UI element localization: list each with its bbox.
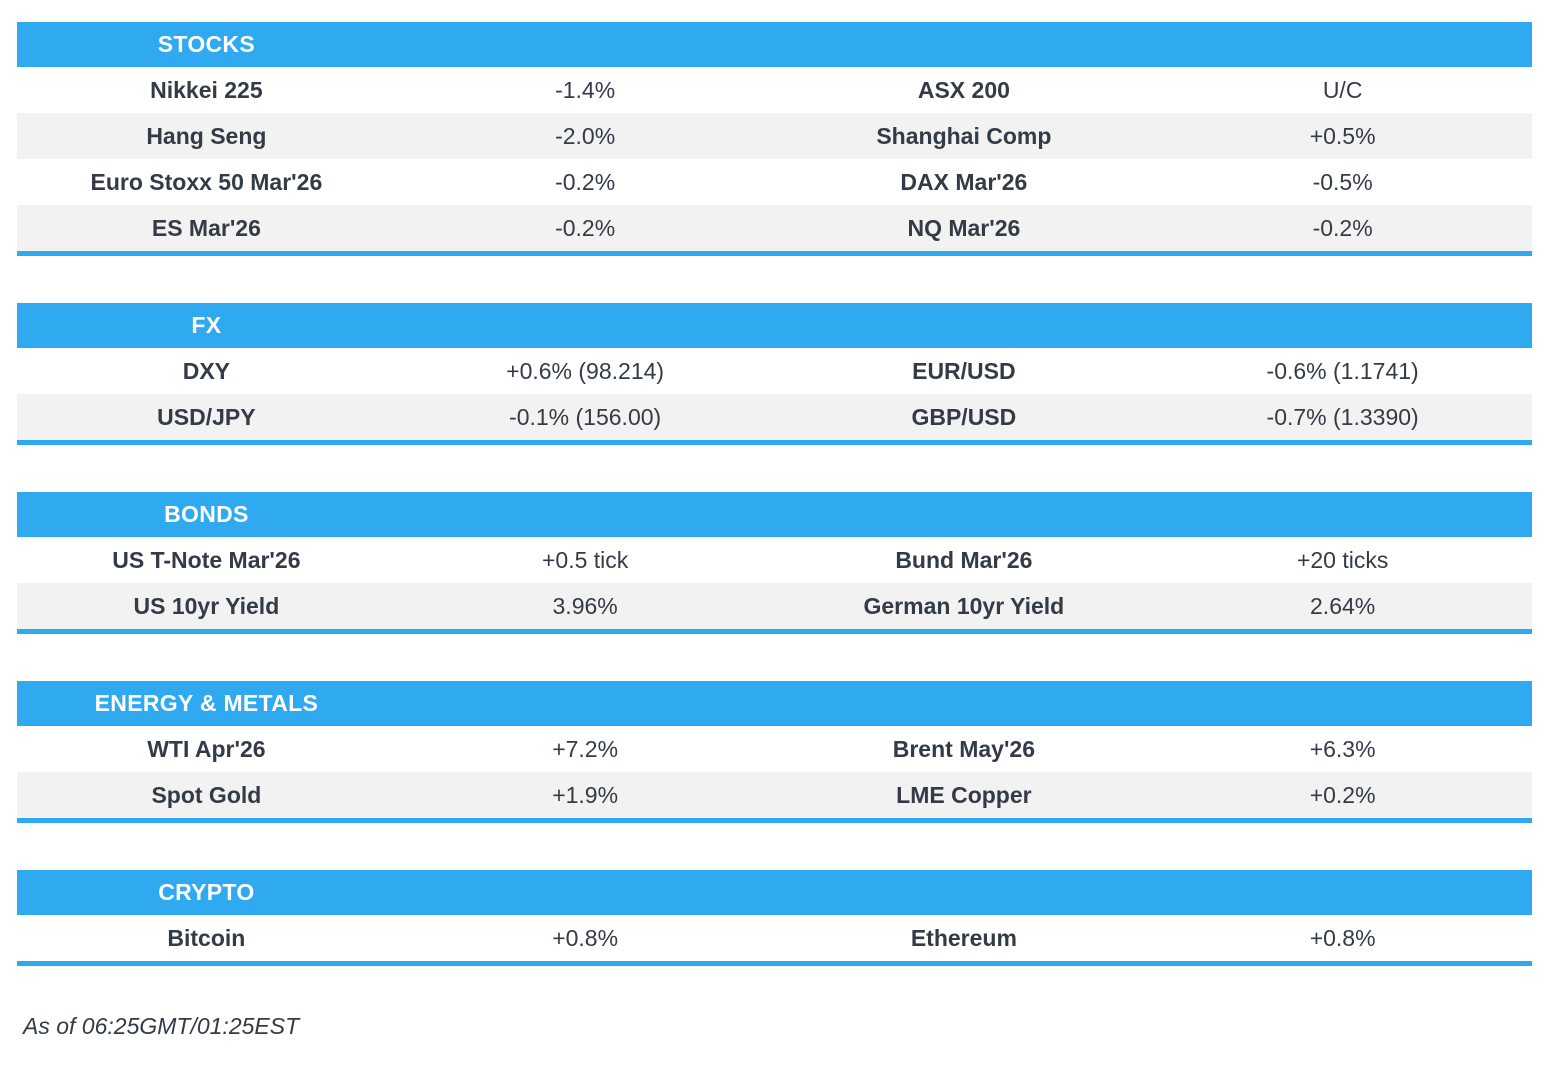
market-row: USD/JPY -0.1% (156.00) GBP/USD -0.7% (1.339… xyxy=(17,394,1532,440)
instrument-change: +6.3% xyxy=(1309,735,1376,762)
instrument-change: -0.2% xyxy=(555,214,616,241)
instrument-change: +0.8% xyxy=(1309,924,1376,951)
instrument-change: -1.4% xyxy=(555,76,616,103)
instrument-change: 3.96% xyxy=(552,592,618,619)
section-title: FX xyxy=(191,312,222,338)
instrument-change: -0.1% (156.00) xyxy=(509,403,662,430)
instrument-change: -2.0% xyxy=(555,122,616,149)
instrument-name: Hang Seng xyxy=(146,122,267,149)
section-title: CRYPTO xyxy=(158,879,255,905)
market-row: US T-Note Mar'26 +0.5 tick Bund Mar'26 +20 … xyxy=(17,537,1532,583)
section-crypto: CRYPTO Bitcoin +0.8% Ethereum +0.8% xyxy=(17,870,1532,966)
market-summary: STOCKS Nikkei 225 -1.4% ASX 200 U/C Hang Seng… xyxy=(17,22,1532,966)
market-row: WTI Apr'26 +7.2% Brent May'26 +6.3% xyxy=(17,726,1532,772)
instrument-name: DXY xyxy=(182,357,231,384)
instrument-name: ASX 200 xyxy=(917,76,1010,103)
market-row: Spot Gold +1.9% LME Copper +0.2% xyxy=(17,772,1532,818)
instrument-name: Nikkei 225 xyxy=(150,76,263,103)
section-header: BONDS xyxy=(17,492,1532,537)
instrument-change: +0.8% xyxy=(552,924,619,951)
market-row: Hang Seng -2.0% Shanghai Comp +0.5% xyxy=(17,113,1532,159)
instrument-name: ES Mar'26 xyxy=(151,214,261,241)
instrument-change: 2.64% xyxy=(1310,592,1376,619)
instrument-change: -0.5% xyxy=(1312,168,1373,195)
instrument-change: +0.5 tick xyxy=(541,546,629,573)
instrument-change: -0.2% xyxy=(555,168,616,195)
instrument-change: +0.2% xyxy=(1309,781,1376,808)
market-row: Euro Stoxx 50 Mar'26 -0.2% DAX Mar'26 -0.5% xyxy=(17,159,1532,205)
section-energy-metals: ENERGY & METALS WTI Apr'26 +7.2% Brent May'… xyxy=(17,681,1532,823)
instrument-change: +7.2% xyxy=(552,735,619,762)
section-header: CRYPTO xyxy=(17,870,1532,915)
instrument-name: US T-Note Mar'26 xyxy=(112,546,301,573)
section-title: ENERGY & METALS xyxy=(94,690,319,716)
instrument-change: +0.5% xyxy=(1309,122,1376,149)
market-row: Bitcoin +0.8% Ethereum +0.8% xyxy=(17,915,1532,961)
section-header: ENERGY & METALS xyxy=(17,681,1532,726)
instrument-change: -0.7% (1.3390) xyxy=(1266,403,1419,430)
market-row: DXY +0.6% (98.214) EUR/USD -0.6% (1.1741) xyxy=(17,348,1532,394)
instrument-name: EUR/USD xyxy=(912,357,1016,384)
market-row: ES Mar'26 -0.2% NQ Mar'26 -0.2% xyxy=(17,205,1532,251)
instrument-name: Ethereum xyxy=(910,924,1017,951)
instrument-name: German 10yr Yield xyxy=(863,592,1065,619)
instrument-change: +1.9% xyxy=(552,781,619,808)
section-header: FX xyxy=(17,303,1532,348)
section-title: STOCKS xyxy=(157,31,255,57)
instrument-name: US 10yr Yield xyxy=(133,592,280,619)
market-row: US 10yr Yield 3.96% German 10yr Yield 2.64% xyxy=(17,583,1532,629)
market-row: Nikkei 225 -1.4% ASX 200 U/C xyxy=(17,67,1532,113)
instrument-name: GBP/USD xyxy=(911,403,1017,430)
instrument-change: -0.2% xyxy=(1312,214,1373,241)
section-title: BONDS xyxy=(164,501,249,527)
section-bonds: BONDS US T-Note Mar'26 +0.5 tick Bund Mar'2… xyxy=(17,492,1532,634)
instrument-name: USD/JPY xyxy=(157,403,256,430)
instrument-change: +20 ticks xyxy=(1296,546,1389,573)
instrument-change: U/C xyxy=(1322,76,1363,103)
instrument-change: +0.6% (98.214) xyxy=(506,357,665,384)
instrument-change: -0.6% (1.1741) xyxy=(1266,357,1419,384)
instrument-name: NQ Mar'26 xyxy=(907,214,1021,241)
instrument-name: Bitcoin xyxy=(167,924,246,951)
instrument-name: Spot Gold xyxy=(151,781,262,808)
instrument-name: WTI Apr'26 xyxy=(147,735,266,762)
instrument-name: Shanghai Comp xyxy=(876,122,1052,149)
instrument-name: LME Copper xyxy=(896,781,1032,808)
instrument-name: Brent May'26 xyxy=(892,735,1035,762)
instrument-name: Bund Mar'26 xyxy=(895,546,1033,573)
as-of-timestamp: As of 06:25GMT/01:25EST xyxy=(23,1013,300,1039)
section-fx: FX DXY +0.6% (98.214) EUR/USD -0.6% (1.1741)… xyxy=(17,303,1532,445)
section-stocks: STOCKS Nikkei 225 -1.4% ASX 200 U/C Hang Seng… xyxy=(17,22,1532,256)
section-header: STOCKS xyxy=(17,22,1532,67)
instrument-name: DAX Mar'26 xyxy=(900,168,1028,195)
instrument-name: Euro Stoxx 50 Mar'26 xyxy=(90,168,323,195)
